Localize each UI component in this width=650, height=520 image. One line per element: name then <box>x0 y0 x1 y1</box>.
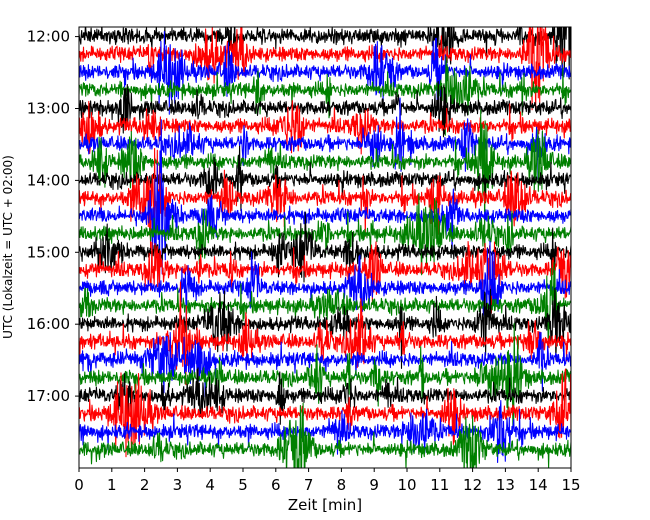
y-axis: 12:00 13:00 14:00 15:00 16:00 17:00 <box>27 28 79 405</box>
y-tick-label: 12:00 <box>27 28 70 46</box>
x-tick-label: 8 <box>337 476 347 494</box>
x-axis-label: Zeit [min] <box>288 496 362 514</box>
x-tick-label: 2 <box>140 476 150 494</box>
x-tick-label: 5 <box>238 476 248 494</box>
y-tick-label: 14:00 <box>27 171 70 189</box>
x-tick-label: 1 <box>107 476 117 494</box>
x-tick-label: 4 <box>205 476 215 494</box>
x-tick-label: 12 <box>463 476 482 494</box>
seismogram-trace <box>79 368 571 458</box>
seismogram-trace <box>79 30 571 115</box>
x-tick-label: 11 <box>430 476 449 494</box>
x-tick-label: 9 <box>369 476 379 494</box>
seismogram-trace <box>79 27 571 80</box>
trace-group <box>79 27 571 468</box>
seismogram-trace <box>79 331 571 398</box>
seismogram-trace <box>79 402 571 468</box>
seismogram-trace <box>79 322 571 429</box>
y-tick-label: 15:00 <box>27 243 70 261</box>
x-tick-label: 15 <box>561 476 580 494</box>
x-tick-label: 13 <box>496 476 515 494</box>
y-tick-label: 16:00 <box>27 315 70 333</box>
y-tick-label: 13:00 <box>27 99 70 117</box>
seismogram-trace <box>79 287 571 369</box>
seismogram-trace <box>79 240 571 323</box>
seismogram-trace <box>79 192 571 276</box>
seismogram-trace <box>79 80 571 138</box>
y-tick-label: 17:00 <box>27 387 70 405</box>
x-tick-label: 7 <box>304 476 314 494</box>
seismogram-trace <box>79 240 571 314</box>
seismogram-trace <box>79 367 571 425</box>
x-tick-label: 14 <box>529 476 548 494</box>
seismogram-trace <box>79 119 571 298</box>
seismogram-trace <box>79 281 571 386</box>
seismogram-trace <box>79 400 571 464</box>
x-axis: 0 1 2 3 4 5 6 7 8 9 10 11 12 13 14 15 <box>74 468 581 494</box>
y-axis-label: UTC (Lokalzeit = UTC + 02:00) <box>1 155 15 339</box>
x-tick-label: 10 <box>397 476 416 494</box>
x-tick-label: 0 <box>74 476 84 494</box>
seismogram-trace <box>79 56 571 136</box>
x-tick-label: 3 <box>173 476 183 494</box>
plot-frame <box>78 26 572 469</box>
x-tick-label: 6 <box>271 476 281 494</box>
